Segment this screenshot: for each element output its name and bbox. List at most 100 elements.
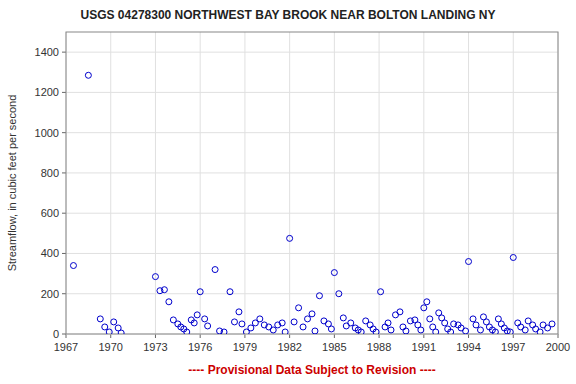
x-grid-line [468,32,469,334]
y-tick [62,334,66,335]
point [373,329,379,334]
point [279,320,285,326]
point [530,322,536,328]
annotation: ---- Provisional Data Subject to Revisio… [188,363,435,377]
x-grid-line [155,32,156,334]
point [510,254,516,260]
point [463,328,469,334]
point [515,320,521,326]
x-tick [66,334,67,338]
point [202,316,208,322]
point [184,329,190,334]
y-tick [62,132,66,133]
x-grid-line [423,32,424,334]
point [97,316,103,322]
point [197,289,203,295]
point [282,329,288,334]
point [470,316,476,322]
x-tick-label: 1967 [54,341,78,353]
point [296,305,302,311]
x-tick [244,334,245,338]
x-grid-line [334,32,335,334]
point [231,319,237,325]
x-tick [200,334,201,338]
point [388,327,394,333]
x-tick-label: 2000 [546,341,570,353]
point [239,321,245,327]
x-tick-label: 1985 [322,341,346,353]
point [305,316,311,322]
point [166,299,172,305]
y-grid-line [66,52,558,53]
point [331,270,337,276]
point [507,329,513,334]
point [111,319,117,325]
point [227,289,233,295]
point [340,315,346,321]
x-tick-label: 1997 [501,341,525,353]
point [400,324,406,330]
x-tick-label: 1976 [188,341,212,353]
y-grid-line [66,253,558,254]
x-tick [558,334,559,338]
x-tick [379,334,380,338]
y-tick [62,172,66,173]
point [403,328,409,334]
y-tick [62,213,66,214]
point [161,287,167,293]
x-grid-line [513,32,514,334]
point [433,329,439,334]
x-tick-label: 1988 [367,341,391,353]
point [248,325,254,331]
y-tick-label: 1200 [35,86,59,98]
x-tick [110,334,111,338]
y-tick-label: 200 [41,288,59,300]
y-tick [62,253,66,254]
x-tick [334,334,335,338]
y-tick-label: 600 [41,207,59,219]
point [466,259,472,265]
y-tick-label: 800 [41,167,59,179]
point [309,311,315,317]
x-tick [513,334,514,338]
x-tick-label: 1982 [277,341,301,353]
point [382,324,388,330]
y-grid-line [66,132,558,133]
x-tick-label: 1991 [412,341,436,353]
point [221,329,227,334]
point [106,329,112,334]
point [85,72,91,78]
y-tick [62,52,66,53]
point [427,316,433,322]
point [421,305,427,311]
x-tick-label: 1973 [143,341,167,353]
y-grid-line [66,172,558,173]
point [102,324,108,330]
point [270,327,276,333]
y-grid-line [66,213,558,214]
point [537,329,543,334]
chart: 1967197019731976197919821985198819911994… [0,0,576,384]
point [316,293,322,299]
point [336,291,342,297]
x-tick-label: 1994 [456,341,480,353]
x-grid-line [289,32,290,334]
tick-labels: 1967197019731976197919821985198819911994… [35,46,571,353]
point [498,321,504,327]
x-grid-line [110,32,111,334]
point [191,320,197,326]
y-grid-line [66,92,558,93]
point [118,330,124,334]
point [287,235,293,241]
y-tick [62,293,66,294]
point [205,323,211,329]
point [236,309,242,315]
x-grid-line [244,32,245,334]
y-tick-label: 1000 [35,127,59,139]
y-grid-line [66,293,558,294]
point [300,324,306,330]
point [477,327,483,333]
x-tick [423,334,424,338]
point [367,322,373,328]
point [212,267,218,273]
